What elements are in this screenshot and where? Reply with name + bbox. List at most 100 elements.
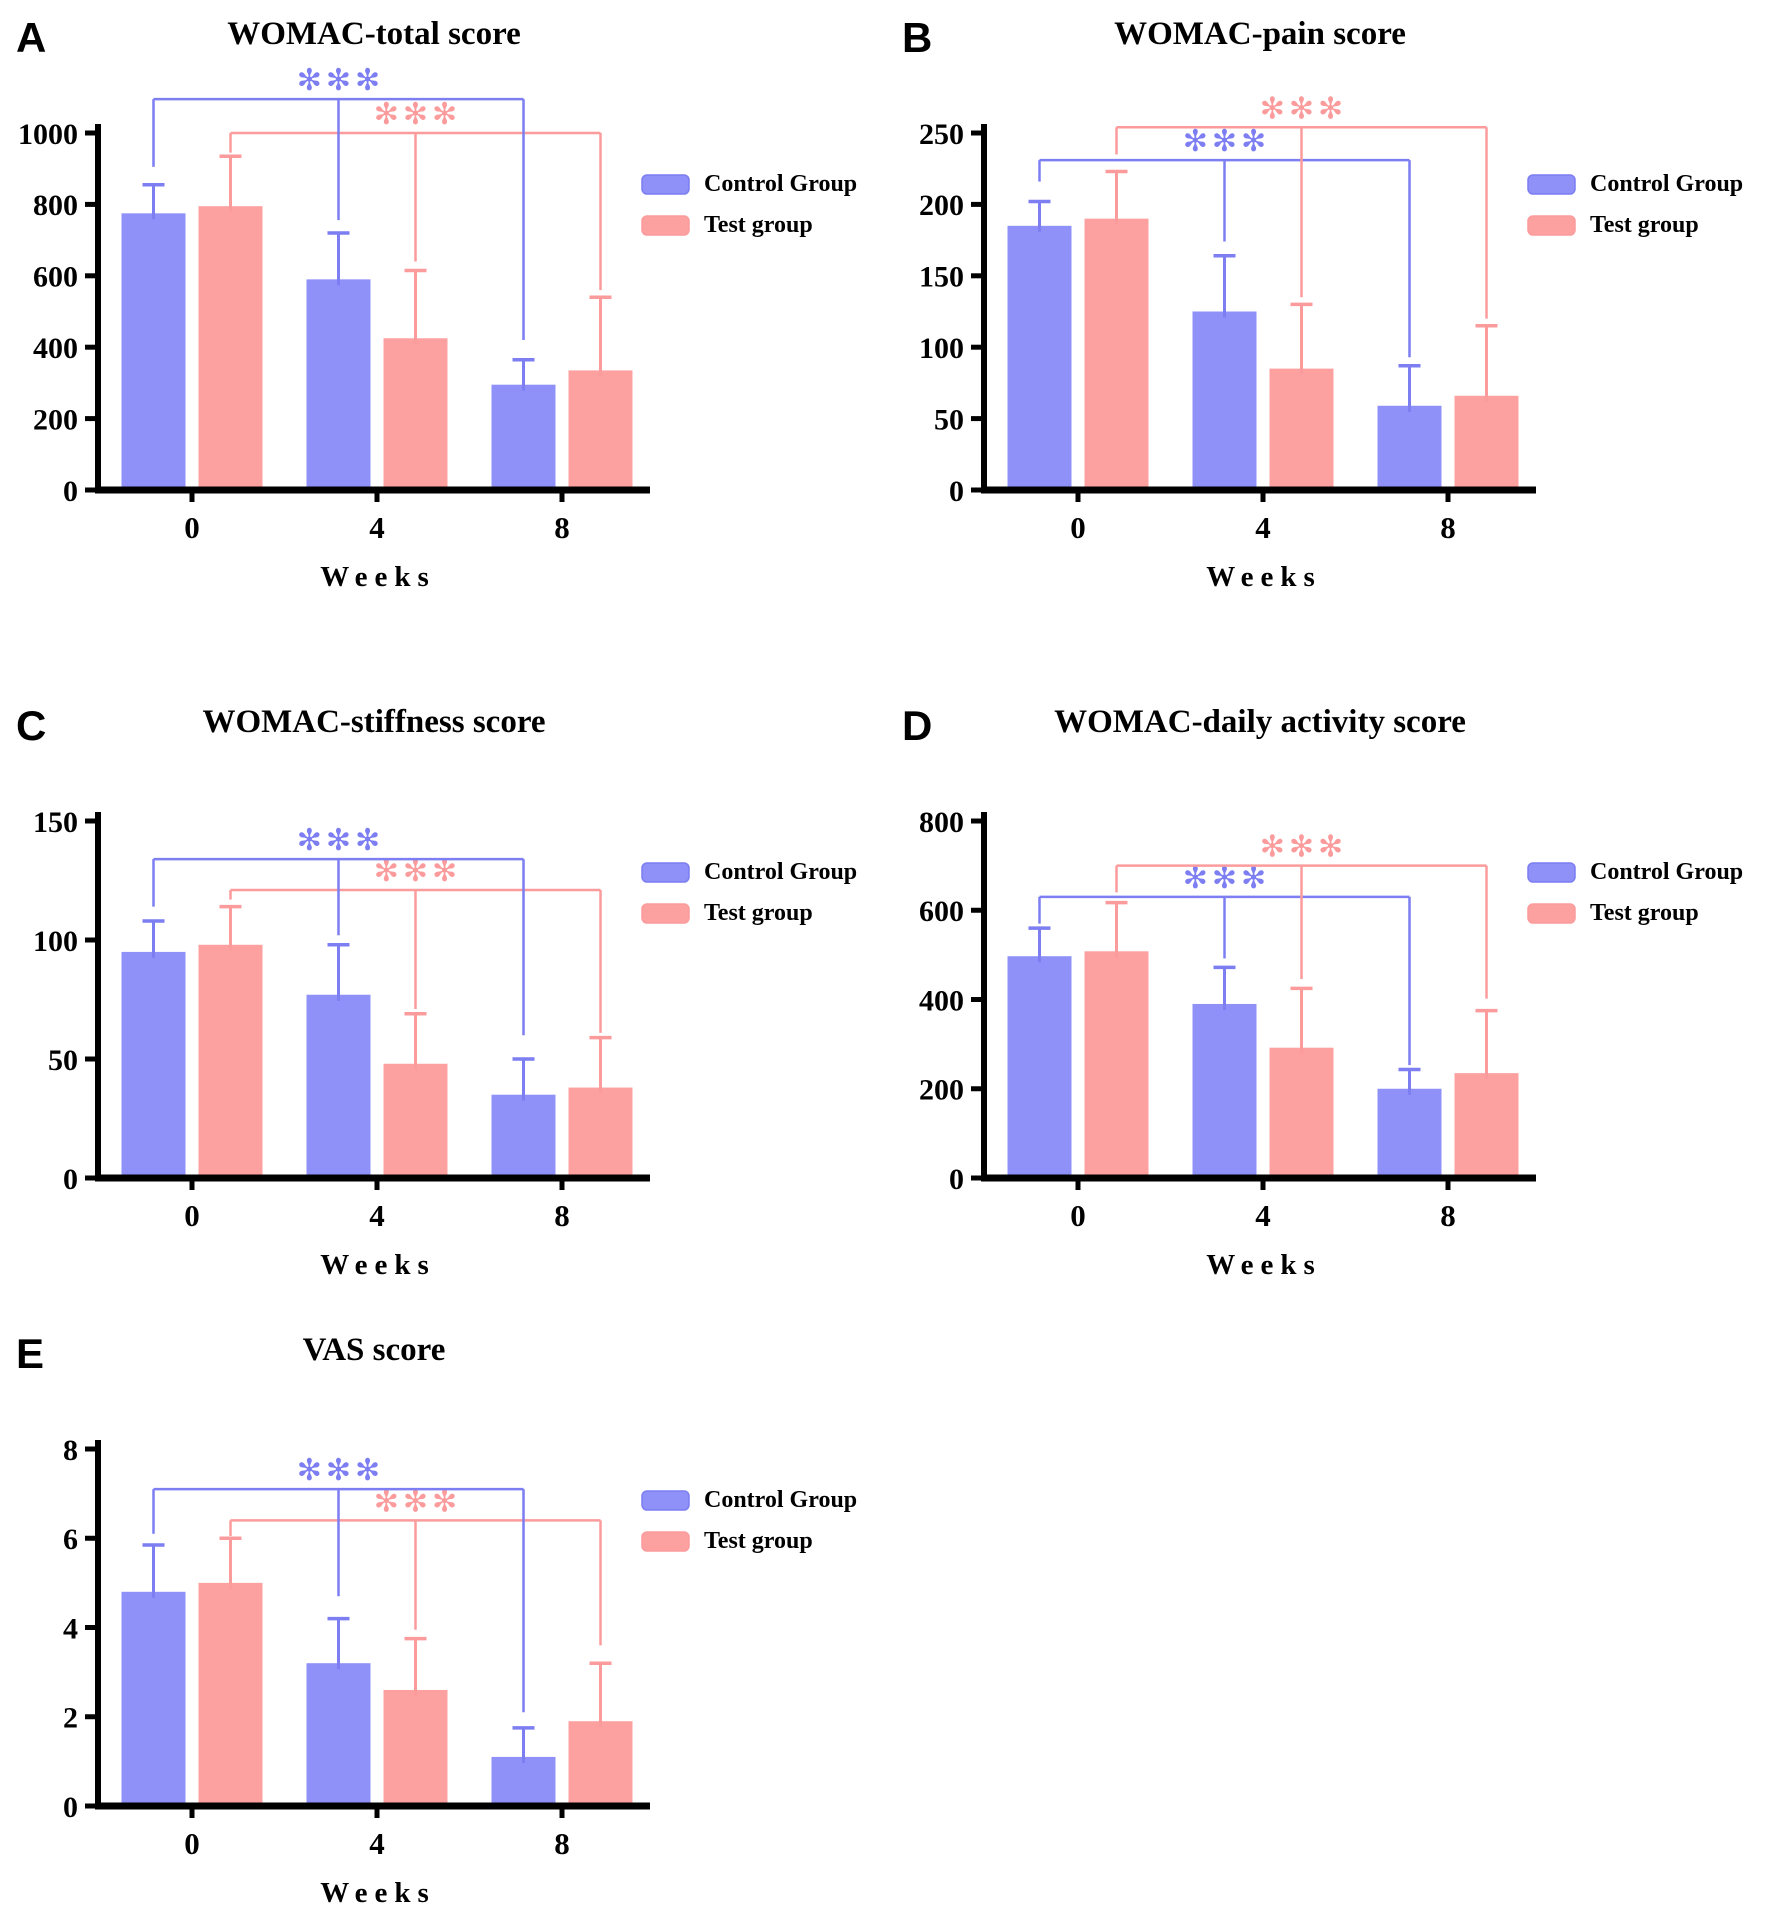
bar-control-week0 — [1007, 225, 1072, 490]
y-tick-label: 0 — [63, 1791, 78, 1824]
sig-bracket-test: ✻✻✻ — [229, 1484, 602, 1646]
x-tick-label: 0 — [1070, 510, 1086, 545]
legend: Control Group Test group — [641, 171, 857, 238]
sig-bracket-test: ✻✻✻ — [1115, 91, 1488, 319]
panel-letter: A — [16, 14, 46, 61]
y-tick-label: 2 — [63, 1702, 78, 1735]
bar-test-week0 — [198, 944, 263, 1178]
sig-bracket-control: ✻✻✻ — [1038, 124, 1411, 358]
bar-control-week0 — [121, 1591, 186, 1806]
chart-e-svg: E VAS score ✻✻✻✻✻✻ 0 2 4 6 8 0 4 8 Weeks Control Gro… — [16, 1330, 857, 1909]
y-tick-label: 4 — [63, 1612, 78, 1645]
chart-title: WOMAC-daily activity score — [1054, 704, 1466, 740]
x-axis-title: Weeks — [320, 561, 436, 593]
panel-letter: B — [902, 14, 932, 61]
legend-label-control: Control Group — [1590, 859, 1743, 885]
sig-bracket-test: ✻✻✻ — [229, 854, 602, 1033]
y-tick-label: 8 — [63, 1434, 78, 1467]
legend-swatch-control — [641, 174, 690, 195]
y-tick-label: 600 — [919, 895, 964, 928]
y-tick-label: 800 — [33, 189, 78, 222]
x-tick-label: 4 — [369, 510, 385, 545]
bar-control-week0 — [121, 213, 186, 490]
y-tick-label: 0 — [949, 1163, 964, 1196]
y-tick-label: 600 — [33, 261, 78, 294]
bar-test-week0 — [198, 206, 263, 490]
y-tick-label: 50 — [48, 1044, 78, 1077]
x-tick-label: 4 — [1255, 510, 1271, 545]
x-tick-label: 8 — [1440, 510, 1456, 545]
y-tick-label: 150 — [919, 261, 964, 294]
legend-swatch-test — [641, 215, 690, 236]
y-tick-label: 200 — [33, 403, 78, 436]
sig-bracket-control: ✻✻✻ — [152, 63, 525, 341]
x-tick-label: 0 — [1070, 1198, 1086, 1233]
x-tick-label: 0 — [184, 510, 200, 545]
x-tick-label: 0 — [184, 1826, 200, 1861]
bar-test-week0 — [198, 1582, 263, 1806]
bar-control-week4 — [1192, 1003, 1257, 1178]
x-axis-title: Weeks — [320, 1249, 436, 1281]
y-tick-label: 800 — [919, 806, 964, 839]
y-tick-label: 0 — [63, 475, 78, 508]
legend-label-control: Control Group — [704, 859, 857, 885]
significance-stars: ✻✻✻ — [1260, 91, 1347, 126]
legend-swatch-test — [1527, 215, 1576, 236]
chart-d-svg: D WOMAC-daily activity score✻✻✻✻✻✻0200400… — [902, 702, 1743, 1281]
x-tick-label: 0 — [184, 1198, 200, 1233]
y-tick-label: 50 — [934, 403, 964, 436]
sig-bracket-control: ✻✻✻ — [152, 823, 525, 1036]
x-tick-label: 8 — [554, 510, 570, 545]
panel-c-womac-stiffness: C WOMAC-stiffness score ✻✻✻ ✻✻✻ 0 50 100 150 0 4 8… — [0, 688, 886, 1288]
legend-label-test: Test group — [704, 900, 813, 926]
x-axis-title: Weeks — [320, 1877, 436, 1909]
legend-label-control: Control Group — [704, 171, 857, 197]
significance-stars: ✻✻✻ — [297, 1453, 384, 1488]
bar-test-week8 — [568, 1721, 633, 1806]
bar-control-week8 — [1377, 405, 1442, 490]
y-tick-label: 100 — [33, 925, 78, 958]
legend-swatch-test — [641, 1531, 690, 1552]
chart-title: WOMAC-stiffness score — [202, 704, 545, 740]
legend-label-control: Control Group — [1590, 171, 1743, 197]
legend-swatch-control — [1527, 174, 1576, 195]
y-tick-label: 100 — [919, 332, 964, 365]
bar-test-week8 — [568, 1087, 633, 1178]
x-tick-label: 4 — [369, 1198, 385, 1233]
chart-title: VAS score — [303, 1332, 446, 1368]
bar-test-week0 — [1084, 218, 1149, 490]
legend-label-test: Test group — [1590, 212, 1699, 238]
y-tick-label: 250 — [919, 118, 964, 151]
legend: Control Group Test group — [1527, 859, 1743, 926]
significance-stars: ✻✻✻ — [297, 823, 384, 858]
legend-swatch-control — [641, 862, 690, 883]
legend: Control Group Test group — [641, 1487, 857, 1554]
x-tick-label: 8 — [1440, 1198, 1456, 1233]
panel-a-womac-total: A WOMAC-total score ✻✻✻ ✻✻✻ 0 200 400 600 800 100… — [0, 0, 886, 600]
y-tick-label: 400 — [919, 984, 964, 1017]
y-tick-label: 400 — [33, 332, 78, 365]
panel-letter: D — [902, 702, 932, 749]
y-tick-label: 200 — [919, 1074, 964, 1107]
x-tick-label: 4 — [1255, 1198, 1271, 1233]
bar-control-week0 — [121, 951, 186, 1178]
y-tick-label: 150 — [33, 806, 78, 839]
y-tick-label: 6 — [63, 1523, 78, 1556]
sig-bracket-control: ✻✻✻ — [152, 1453, 525, 1713]
x-tick-label: 8 — [554, 1198, 570, 1233]
significance-stars: ✻✻✻ — [374, 97, 461, 132]
bar-test-week4 — [1269, 368, 1334, 490]
bar-control-week4 — [1192, 311, 1257, 490]
bar-test-week8 — [1454, 395, 1519, 490]
bar-control-week8 — [491, 1756, 556, 1806]
panel-d-womac-daily-activity: D WOMAC-daily activity score ✻✻✻ ✻✻✻ 0 200 400… — [886, 688, 1772, 1288]
x-axis-title: Weeks — [1206, 1249, 1322, 1281]
legend-label-control: Control Group — [704, 1487, 857, 1513]
legend-swatch-control — [1527, 862, 1576, 883]
legend-label-test: Test group — [1590, 900, 1699, 926]
bar-control-week4 — [306, 1663, 371, 1806]
x-axis-title: Weeks — [1206, 561, 1322, 593]
chart-b-svg: B WOMAC-pain score ✻✻✻✻✻✻ 0 50 100 150 200 250 0 4… — [902, 14, 1743, 593]
chart-title: WOMAC-total score — [227, 16, 521, 52]
